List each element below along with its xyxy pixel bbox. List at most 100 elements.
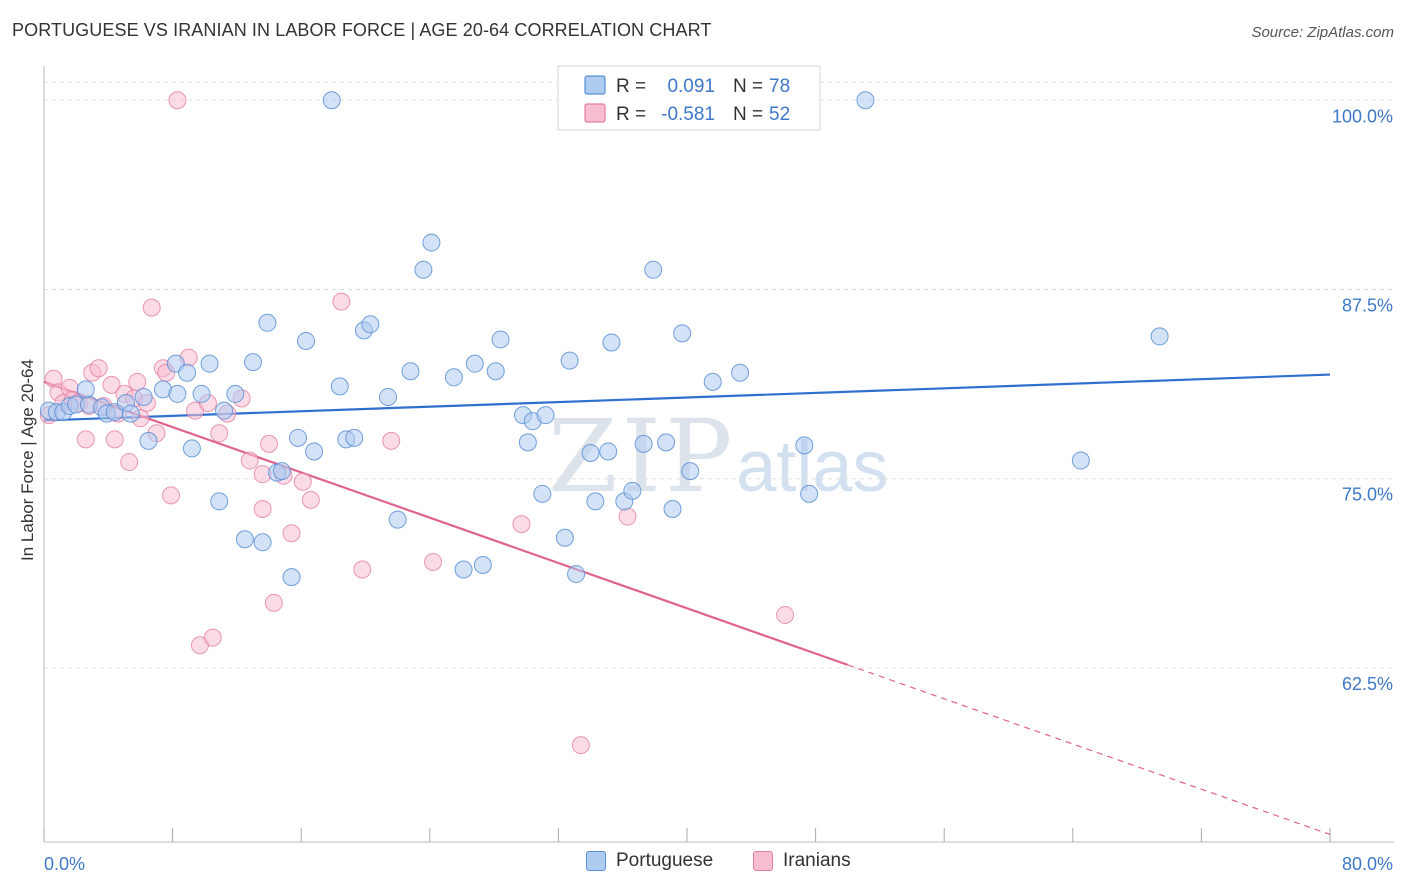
y-tick-label: 87.5% bbox=[1342, 295, 1393, 315]
iranians-point bbox=[260, 434, 279, 453]
iranians-point bbox=[618, 507, 637, 526]
x-tick-label: 80.0% bbox=[1342, 854, 1393, 874]
legend-label-portuguese: Portuguese bbox=[616, 850, 714, 871]
stats-n-label: N = bbox=[733, 104, 763, 125]
portuguese-point bbox=[210, 492, 229, 511]
portuguese-point bbox=[673, 324, 692, 343]
portuguese-point bbox=[444, 368, 463, 387]
stats-legend-swatch bbox=[584, 75, 606, 95]
iranians-point bbox=[120, 453, 139, 472]
iranians-swatch bbox=[753, 851, 773, 871]
gridlines bbox=[44, 81, 1394, 669]
x-tick-label: 0.0% bbox=[44, 854, 85, 874]
stats-legend: R = 0.091 N = 78 R = -0.581 N = 52 bbox=[557, 65, 821, 131]
legend-item-iranians: Iranians bbox=[753, 850, 851, 872]
portuguese-point bbox=[465, 354, 484, 373]
portuguese-point bbox=[623, 481, 642, 500]
portuguese-swatch bbox=[586, 851, 606, 871]
y-tick-label: 75.0% bbox=[1342, 485, 1393, 505]
portuguese-point bbox=[178, 363, 197, 382]
tick-labels: 62.5% 75.0% 87.5% 100.0% 0.0% 80.0% bbox=[44, 106, 1393, 874]
iranians-point bbox=[76, 430, 95, 449]
portuguese-point bbox=[200, 354, 219, 373]
portuguese-trend-line bbox=[43, 373, 1331, 422]
portuguese-point bbox=[401, 362, 420, 381]
portuguese-point bbox=[657, 433, 676, 452]
iranians-point bbox=[253, 499, 272, 518]
portuguese-point bbox=[121, 404, 140, 423]
portuguese-point bbox=[76, 380, 95, 399]
stats-r-value: 0.091 bbox=[667, 76, 715, 97]
portuguese-points bbox=[39, 91, 1169, 587]
y-axis-label: In Labor Force | Age 20-64 bbox=[18, 359, 37, 561]
y-tick-label: 100.0% bbox=[1332, 106, 1393, 126]
portuguese-point bbox=[258, 313, 277, 332]
portuguese-point bbox=[235, 530, 254, 549]
iranians-point bbox=[142, 298, 161, 317]
portuguese-point bbox=[681, 462, 700, 481]
iranians-point bbox=[424, 552, 443, 571]
stats-n-label: N = bbox=[733, 76, 763, 97]
portuguese-point bbox=[297, 331, 316, 350]
iranians-point bbox=[89, 359, 108, 378]
portuguese-point bbox=[215, 401, 234, 420]
portuguese-point bbox=[599, 442, 618, 461]
stats-n-value: 78 bbox=[769, 76, 790, 97]
portuguese-point bbox=[168, 384, 187, 403]
portuguese-point bbox=[560, 351, 579, 370]
iranians-point bbox=[332, 292, 351, 311]
portuguese-point bbox=[414, 260, 433, 279]
iranians-point bbox=[168, 91, 187, 110]
source-label: Source: ZipAtlas.com bbox=[1251, 24, 1394, 41]
legend-item-portuguese: Portuguese bbox=[586, 850, 713, 872]
portuguese-point bbox=[581, 443, 600, 462]
portuguese-point bbox=[1150, 327, 1169, 346]
chart-title: PORTUGUESE VS IRANIAN IN LABOR FORCE | A… bbox=[12, 20, 712, 40]
portuguese-point bbox=[288, 428, 307, 447]
iranians-point bbox=[571, 736, 590, 755]
legend-label-iranians: Iranians bbox=[783, 850, 851, 871]
iranians-point bbox=[210, 424, 229, 443]
y-tick-label: 62.5% bbox=[1342, 674, 1393, 694]
portuguese-point bbox=[586, 492, 605, 511]
iranians-point bbox=[512, 515, 531, 534]
portuguese-point bbox=[388, 510, 407, 529]
portuguese-point bbox=[491, 330, 510, 349]
iranians-point bbox=[301, 490, 320, 509]
iranians-point bbox=[353, 560, 372, 579]
stats-r-label: R = bbox=[616, 104, 646, 125]
portuguese-point bbox=[134, 387, 153, 406]
trend-lines bbox=[43, 373, 1331, 835]
portuguese-point bbox=[663, 499, 682, 518]
portuguese-point bbox=[226, 384, 245, 403]
iranians-point bbox=[240, 451, 259, 470]
portuguese-point bbox=[703, 372, 722, 391]
portuguese-point bbox=[422, 233, 441, 252]
portuguese-point bbox=[454, 560, 473, 579]
iranians-point bbox=[282, 524, 301, 543]
iranians-point bbox=[203, 628, 222, 647]
iranians-point bbox=[105, 430, 124, 449]
iranians-point bbox=[161, 486, 180, 505]
portuguese-point bbox=[192, 384, 211, 403]
portuguese-point bbox=[731, 363, 750, 382]
portuguese-point bbox=[139, 431, 158, 450]
portuguese-point bbox=[473, 555, 492, 574]
portuguese-point bbox=[322, 91, 341, 110]
portuguese-point bbox=[634, 434, 653, 453]
portuguese-point bbox=[330, 377, 349, 396]
axes bbox=[43, 66, 1394, 843]
iranians-point bbox=[102, 375, 121, 394]
portuguese-point bbox=[602, 333, 621, 352]
portuguese-point bbox=[555, 528, 574, 547]
portuguese-point bbox=[795, 436, 814, 455]
iranians-point bbox=[293, 472, 312, 491]
iranians-point bbox=[128, 372, 147, 391]
portuguese-point bbox=[567, 565, 586, 584]
iranians-point bbox=[264, 593, 283, 612]
portuguese-point bbox=[379, 387, 398, 406]
portuguese-point bbox=[182, 439, 201, 458]
portuguese-point bbox=[305, 442, 324, 461]
portuguese-point bbox=[533, 484, 552, 503]
